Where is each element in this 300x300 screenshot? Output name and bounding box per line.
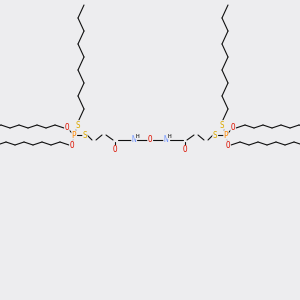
Text: S: S [213,130,217,140]
Text: S: S [83,130,87,140]
Text: N: N [164,136,168,145]
Text: S: S [220,121,224,130]
Text: O: O [231,124,235,133]
Text: N: N [132,136,136,145]
Text: H: H [167,134,171,139]
Text: S: S [76,121,80,130]
Text: O: O [226,140,230,149]
Text: O: O [113,146,117,154]
Text: O: O [70,140,74,149]
Text: O: O [183,146,187,154]
Text: P: P [72,130,76,140]
Text: O: O [148,136,152,145]
Text: P: P [224,130,228,140]
Text: H: H [135,134,139,139]
Text: O: O [65,124,69,133]
